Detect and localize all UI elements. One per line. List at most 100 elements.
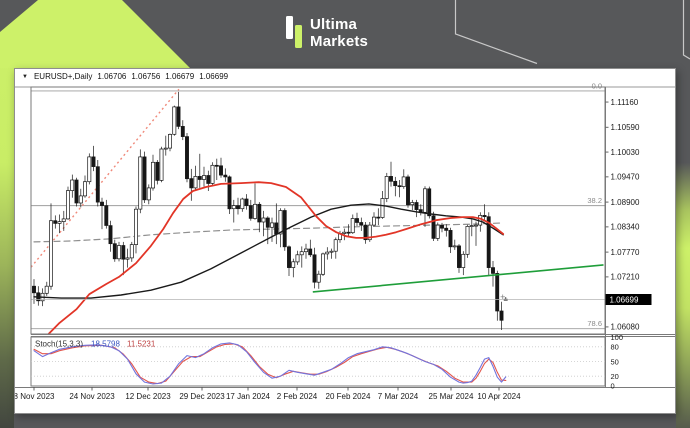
time-axis-label: 8 Nov 2023	[15, 392, 55, 401]
price-axis-label: 1.08900	[611, 198, 640, 207]
candle-body	[244, 198, 249, 206]
candle-body	[342, 231, 347, 234]
candle-body	[44, 285, 49, 294]
candle-body	[163, 147, 168, 150]
candle-body	[499, 310, 504, 321]
candle-body	[401, 176, 406, 187]
candle-body	[240, 198, 245, 210]
candle-body	[138, 156, 143, 210]
chart-window: ▼ EURUSD+,Daily 1.06706 1.06756 1.06679 …	[14, 68, 676, 414]
time-axis-label: 10 Apr 2024	[477, 392, 521, 401]
price-axis-label: 1.07210	[611, 273, 640, 282]
current-price-tag	[605, 294, 652, 305]
candle-body	[32, 285, 36, 294]
ohlc-close: 1.06699	[199, 72, 229, 81]
candle-body	[95, 166, 100, 203]
candle-body	[261, 217, 266, 223]
stoch-main-line	[33, 342, 507, 385]
brand-name: Ultima Markets	[310, 16, 368, 50]
candle-body	[367, 224, 372, 241]
price-axis-label: 1.07770	[611, 248, 640, 257]
symbol-timeframe-label: EURUSD+,Daily	[33, 72, 93, 81]
candle-body	[176, 106, 181, 127]
candle-body	[151, 161, 155, 189]
candle-body	[427, 188, 432, 217]
chart-canvas[interactable]: 0.0 38.2 78.6 +1.11160 1.10590 1.10030 1.09470…	[15, 69, 675, 413]
candle-body	[87, 156, 92, 183]
ohlc-low: 1.06679	[165, 72, 195, 81]
candle-body	[444, 227, 449, 231]
candle-body	[346, 231, 351, 234]
candle-body	[257, 203, 262, 223]
candle-body	[202, 175, 206, 180]
candle-body	[372, 216, 376, 226]
candle-body	[100, 201, 104, 206]
green-support-line	[312, 264, 604, 293]
price-axis-label: 1.10590	[611, 123, 640, 132]
brand-line2: Markets	[310, 33, 369, 50]
candle-body	[155, 161, 160, 181]
trendline-dotted-red[interactable]	[31, 88, 180, 268]
candle-body	[49, 220, 53, 287]
brand-line1: Ultima	[310, 16, 358, 33]
candle-body	[159, 148, 164, 181]
candle-body	[91, 156, 96, 167]
time-axis[interactable]: 8 Nov 2023 24 Nov 2023 12 Dec 2023 29 Dec 2…	[15, 387, 521, 401]
candle-body	[278, 210, 283, 235]
candles-layer	[32, 91, 508, 330]
trendline-green[interactable]	[312, 264, 604, 293]
candle-body	[282, 210, 287, 248]
candle-body	[393, 180, 398, 187]
candle-body	[117, 245, 121, 260]
candle-body	[333, 239, 338, 252]
candle-body	[474, 224, 478, 227]
fib-retracement-layer: 0.0 38.2 78.6	[31, 81, 605, 330]
time-axis-label: 17 Jan 2024	[226, 392, 271, 401]
candle-body	[308, 248, 313, 256]
candle-body	[325, 251, 330, 255]
candle-body	[291, 261, 296, 268]
symbol-dropdown-icon[interactable]: ▼	[22, 73, 28, 80]
candle-body	[121, 245, 126, 260]
time-axis-label: 29 Dec 2023	[179, 392, 225, 401]
last-bar-plus-marker: +	[500, 292, 505, 302]
stoch-signal-line	[33, 343, 507, 385]
candle-body	[227, 176, 232, 210]
candle-body	[495, 273, 500, 312]
stoch-scale-label: 100	[611, 333, 624, 342]
time-axis-label: 24 Nov 2023	[69, 392, 115, 401]
candle-body	[312, 254, 317, 283]
candle-body	[491, 267, 495, 274]
price-axis-label: 1.10030	[611, 148, 640, 157]
candle-body	[210, 164, 215, 184]
price-axis-label: 1.09470	[611, 173, 640, 182]
candle-body	[142, 156, 147, 201]
candle-body	[299, 251, 304, 256]
ohlc-open: 1.06706	[97, 72, 127, 81]
candle-body	[78, 195, 83, 204]
candle-body	[129, 244, 134, 259]
candle-body	[185, 136, 189, 180]
candle-body	[61, 218, 66, 222]
candle-body	[359, 222, 364, 226]
candle-body	[231, 205, 236, 210]
candle-body	[180, 126, 185, 137]
candle-body	[350, 218, 355, 234]
candle-body	[57, 221, 62, 224]
candle-body	[397, 185, 402, 188]
ultima-markets-logo-icon	[286, 15, 304, 51]
price-axis[interactable]: 1.11160 1.10590 1.10030 1.09470 1.08900 1.083…	[605, 98, 652, 332]
price-axis-label: 1.11160	[611, 98, 639, 107]
time-axis-label: 2 Feb 2024	[277, 392, 318, 401]
stoch-signal-value: 11.5231	[127, 340, 156, 349]
candle-body	[274, 222, 279, 235]
ma-fast-red-line	[47, 181, 505, 334]
stoch-main-value: 18.5798	[91, 340, 120, 349]
stoch-scale-label: 50	[611, 357, 619, 366]
fib-label: 38.2	[587, 196, 602, 205]
candle-body	[384, 176, 389, 199]
ohlc-high: 1.06756	[131, 72, 161, 81]
time-axis-label: 25 Mar 2024	[429, 392, 474, 401]
